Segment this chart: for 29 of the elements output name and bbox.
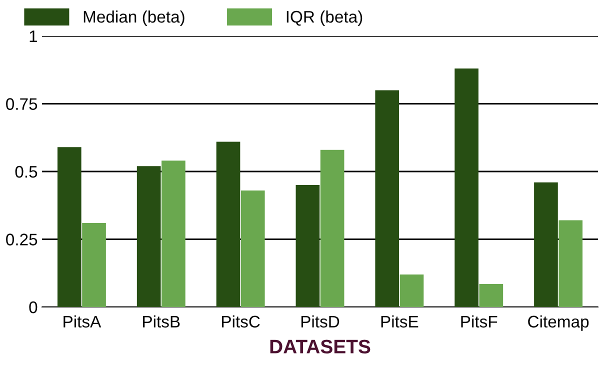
x-tick-label: PitsF xyxy=(461,315,498,328)
bar xyxy=(296,185,320,307)
y-tick-label: 1 xyxy=(30,30,38,42)
bar xyxy=(558,220,583,307)
bar xyxy=(454,68,478,307)
bar xyxy=(320,150,344,307)
x-tick-label: PitsB xyxy=(143,315,180,328)
bar xyxy=(240,190,265,307)
bar xyxy=(479,284,504,307)
x-axis-title: DATASETS xyxy=(270,340,370,354)
x-tick-label: PitsC xyxy=(222,315,260,328)
y-tick-label: 0.5 xyxy=(15,166,38,178)
bar xyxy=(400,274,424,307)
bar xyxy=(57,147,82,307)
x-tick-label: Citemap xyxy=(528,315,589,331)
y-tick-label: 0 xyxy=(29,301,38,314)
bar xyxy=(162,160,186,307)
x-tick-label: PitsA xyxy=(64,315,102,328)
legend-label: IQR (beta) xyxy=(286,10,362,26)
bar xyxy=(136,166,161,307)
x-tick-label: PitsD xyxy=(301,315,340,328)
y-tick-label: 0.25 xyxy=(6,234,38,246)
bar xyxy=(82,222,106,307)
x-tick-label: PitsE xyxy=(381,315,418,328)
y-tick-label: 0.75 xyxy=(6,98,38,110)
bar xyxy=(534,182,558,307)
legend-label: Median (beta) xyxy=(84,10,184,26)
bar xyxy=(216,142,240,307)
bar xyxy=(375,90,400,307)
